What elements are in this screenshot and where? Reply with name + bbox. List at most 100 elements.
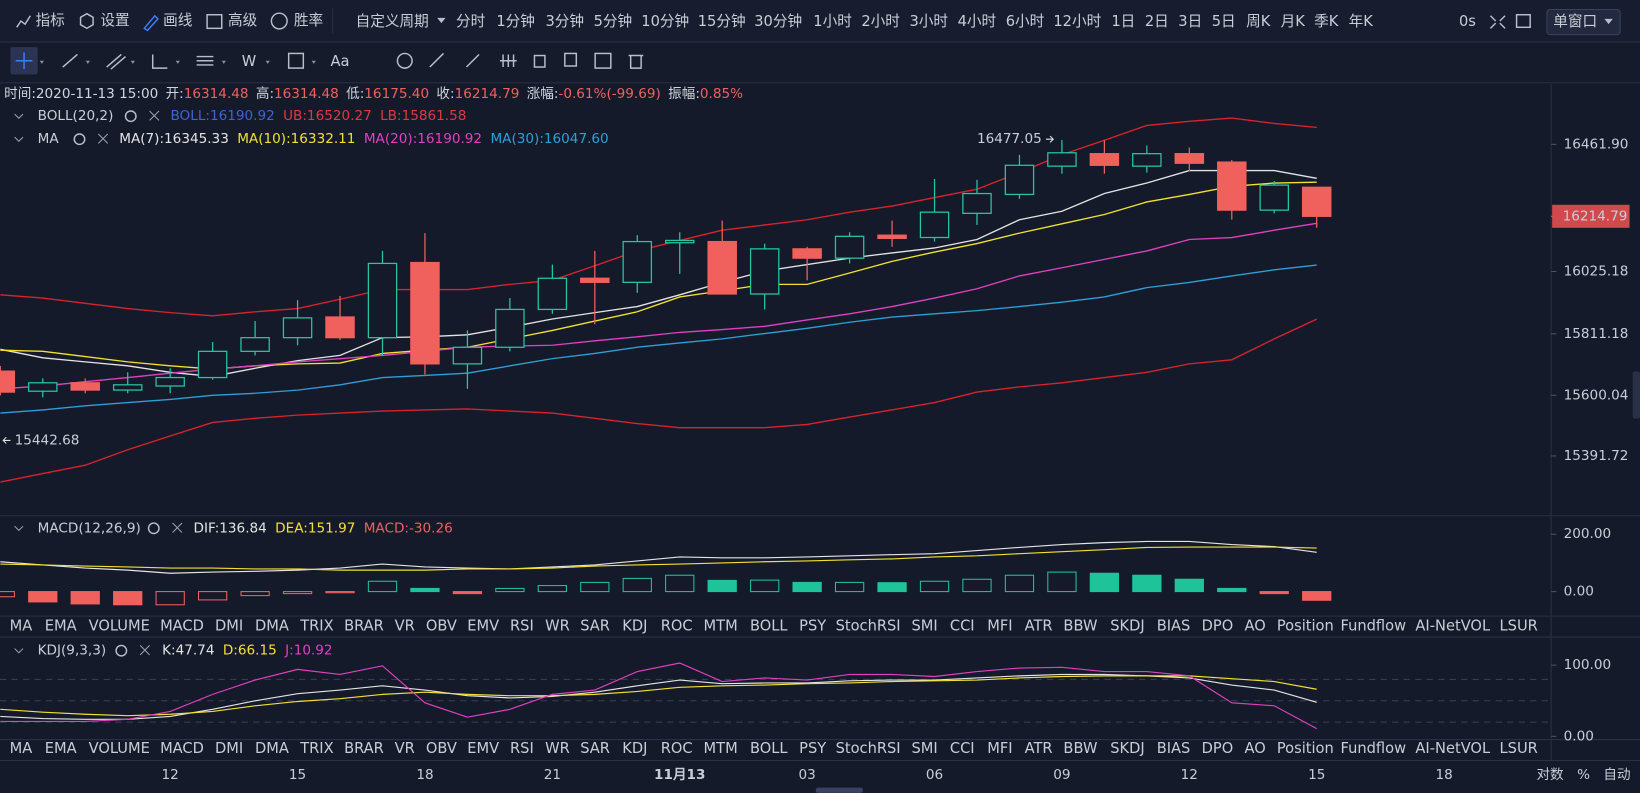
toolbar-item[interactable]: 高级 [228, 12, 258, 29]
indicator-tab[interactable]: MA [10, 618, 33, 635]
indicator-tab[interactable]: RSI [510, 740, 534, 757]
indicator-tab[interactable]: ROC [661, 740, 693, 757]
close-icon[interactable] [97, 133, 109, 144]
indicator-tab[interactable]: MFI [987, 618, 1012, 635]
indicator-tab[interactable]: EMV [467, 618, 499, 635]
scroll-handle[interactable] [815, 787, 863, 793]
indicator-tab[interactable]: BOLL [750, 740, 788, 757]
indicator-tab[interactable]: SMI [911, 740, 937, 757]
indicator-tab[interactable]: Fundflow [1341, 618, 1407, 635]
indicator-tab[interactable]: PSY [799, 740, 826, 757]
close-icon[interactable] [139, 645, 150, 656]
indicator-tab[interactable]: PSY [799, 618, 826, 635]
period-menu[interactable]: 自定义周期 [356, 13, 429, 30]
indicator-tab[interactable]: KDJ [622, 740, 647, 757]
period[interactable]: 15分钟 [698, 13, 746, 30]
indicator-tab[interactable]: MACD [160, 740, 204, 757]
period[interactable]: 3小时 [909, 13, 948, 30]
indicator-tab[interactable]: OBV [426, 740, 457, 757]
gear-icon[interactable] [147, 522, 160, 535]
indicator-tab[interactable]: SKDJ [1110, 618, 1144, 635]
gear-icon[interactable] [115, 644, 128, 657]
scale-option[interactable]: 对数 [1536, 767, 1564, 783]
indicator-tab[interactable]: TRIX [299, 740, 333, 757]
period[interactable]: 3分钟 [546, 13, 585, 30]
period[interactable]: 年K [1349, 13, 1374, 30]
indicator-tab[interactable]: AO [1244, 740, 1265, 757]
period[interactable]: 分时 [456, 13, 486, 30]
indicator-tab[interactable]: TRIX [299, 618, 333, 635]
gear-icon[interactable] [124, 110, 137, 123]
period[interactable]: 30分钟 [754, 13, 802, 30]
indicator-tab[interactable]: LSUR [1500, 618, 1538, 635]
period[interactable]: 5日 [1212, 13, 1236, 30]
period[interactable]: 5分钟 [594, 13, 633, 30]
indicator-tab[interactable]: Fundflow [1341, 740, 1407, 757]
gear-icon[interactable] [73, 133, 86, 146]
indicator-tab[interactable]: SMI [911, 618, 937, 635]
close-icon[interactable] [172, 522, 183, 533]
font-tool[interactable]: Aa [330, 53, 349, 70]
close-icon[interactable] [149, 110, 160, 121]
toolbar-item[interactable]: 指标 [36, 12, 65, 29]
period[interactable]: 10分钟 [641, 13, 689, 30]
window-button[interactable] [1546, 8, 1621, 36]
period[interactable]: 月K [1281, 13, 1306, 30]
indicator-tab[interactable]: ATR [1025, 740, 1053, 757]
period[interactable]: 12小时 [1053, 13, 1101, 30]
indicator-tab[interactable]: DMI [215, 740, 243, 757]
period[interactable]: 1日 [1111, 13, 1135, 30]
indicator-tab[interactable]: BRAR [344, 618, 384, 635]
period[interactable]: 1小时 [813, 13, 852, 30]
period[interactable]: 季K [1314, 13, 1339, 30]
indicator-tab[interactable]: SAR [580, 618, 610, 635]
period[interactable]: 4小时 [958, 13, 997, 30]
indicator-tab[interactable]: EMA [45, 618, 77, 635]
indicator-tab[interactable]: DPO [1202, 618, 1234, 635]
indicator-tab[interactable]: DPO [1202, 740, 1234, 757]
period[interactable]: 2日 [1145, 13, 1169, 30]
indicator-tab[interactable]: StochRSI [836, 618, 901, 635]
indicator-tab[interactable]: DMI [215, 618, 243, 635]
indicator-tab[interactable]: SKDJ [1110, 740, 1144, 757]
indicator-tab[interactable]: AI-NetVOL [1415, 740, 1491, 757]
indicator-tab[interactable]: MFI [987, 740, 1012, 757]
indicator-tab[interactable]: StochRSI [836, 740, 901, 757]
indicator-tab[interactable]: BBW [1063, 740, 1097, 757]
indicator-tab[interactable]: Position [1277, 740, 1334, 757]
indicator-tab[interactable]: VR [395, 618, 415, 635]
indicator-tab[interactable]: VR [395, 740, 415, 757]
scale-option[interactable]: % [1577, 767, 1590, 783]
indicator-tab[interactable]: MTM [704, 618, 738, 635]
indicator-tab[interactable]: AI-NetVOL [1415, 618, 1491, 635]
indicator-tab[interactable]: MACD [160, 618, 204, 635]
indicator-tab[interactable]: ROC [661, 618, 693, 635]
period[interactable]: 1分钟 [496, 13, 535, 30]
indicator-tab[interactable]: WR [545, 740, 570, 757]
toolbar-item[interactable]: 画线 [163, 12, 193, 29]
indicator-tab[interactable]: DMA [255, 740, 289, 757]
period[interactable]: 2小时 [861, 13, 900, 30]
indicator-tab[interactable]: CCI [950, 618, 975, 635]
indicator-tab[interactable]: BOLL [750, 618, 788, 635]
indicator-tab[interactable]: MTM [704, 740, 738, 757]
indicator-tab[interactable]: CCI [950, 740, 975, 757]
toolbar-item[interactable]: 设置 [100, 12, 129, 29]
indicator-tab[interactable]: AO [1244, 618, 1265, 635]
indicator-tab[interactable]: ATR [1025, 618, 1053, 635]
period[interactable]: 周K [1246, 13, 1271, 30]
period[interactable]: 6小时 [1006, 13, 1045, 30]
indicator-tab[interactable]: EMV [467, 740, 499, 757]
indicator-tab[interactable]: BIAS [1157, 618, 1191, 635]
indicator-tab[interactable]: OBV [426, 618, 457, 635]
indicator-tab[interactable]: Position [1277, 618, 1334, 635]
indicator-tab[interactable]: VOLUME [89, 618, 150, 635]
indicator-tab[interactable]: BRAR [344, 740, 384, 757]
period[interactable]: 3日 [1178, 13, 1202, 30]
indicator-tab[interactable]: WR [545, 618, 570, 635]
indicator-tab[interactable]: MA [10, 740, 33, 757]
indicator-tab[interactable]: KDJ [622, 618, 647, 635]
toolbar-item[interactable]: 胜率 [294, 12, 323, 29]
indicator-tab[interactable]: EMA [45, 740, 77, 757]
indicator-tab[interactable]: BIAS [1157, 740, 1191, 757]
